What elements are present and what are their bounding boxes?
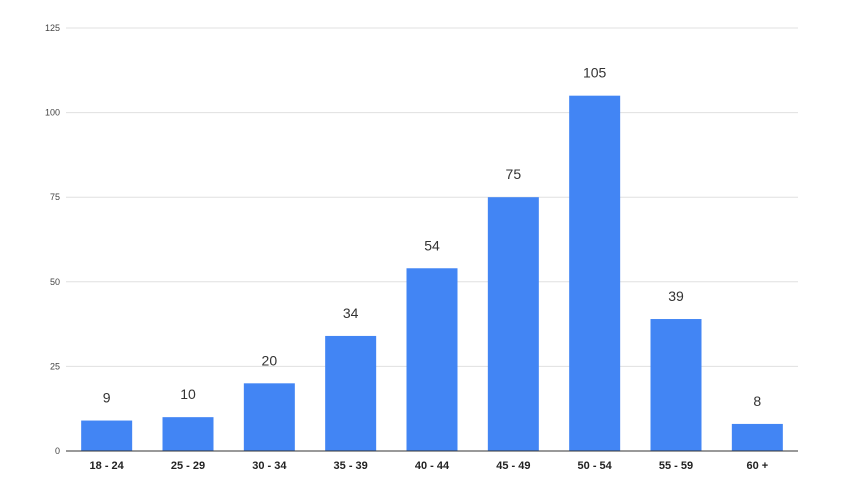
x-axis-ticks: 18 - 24 25 - 29 30 - 34 35 - 39 40 - 44 45 - … — [90, 460, 769, 472]
data-label: 10 — [180, 386, 196, 402]
data-label: 75 — [506, 166, 522, 182]
data-label: 20 — [262, 352, 278, 368]
bar — [406, 268, 458, 451]
bar — [162, 417, 214, 451]
y-tick-label: 50 — [50, 277, 60, 287]
bar — [569, 95, 621, 452]
y-tick-label: 75 — [50, 192, 60, 202]
bar — [650, 319, 702, 451]
x-tick-label: 18 - 24 — [90, 460, 125, 472]
data-labels: 9 10 20 34 54 75 105 39 8 — [103, 65, 762, 409]
y-axis-ticks: 0 25 50 75 100 125 — [45, 23, 60, 456]
x-tick-label: 40 - 44 — [415, 460, 450, 472]
x-tick-label: 55 - 59 — [659, 460, 693, 472]
bar — [325, 335, 377, 451]
x-tick-label: 35 - 39 — [334, 460, 368, 472]
data-label: 54 — [424, 237, 440, 253]
x-tick-label: 45 - 49 — [496, 460, 530, 472]
data-label: 39 — [668, 288, 684, 304]
data-label: 8 — [753, 393, 761, 409]
bar — [243, 383, 295, 451]
x-tick-label: 60 + — [746, 460, 768, 472]
y-tick-label: 25 — [50, 361, 60, 371]
x-tick-label: 25 - 29 — [171, 460, 205, 472]
bar — [487, 197, 539, 451]
x-tick-label: 50 - 54 — [578, 460, 613, 472]
bars — [81, 95, 783, 452]
data-label: 105 — [583, 65, 607, 81]
x-tick-label: 30 - 34 — [252, 460, 287, 472]
y-tick-label: 0 — [55, 446, 60, 456]
bar — [81, 420, 133, 451]
y-tick-label: 125 — [45, 23, 60, 33]
bar — [731, 423, 783, 451]
y-tick-label: 100 — [45, 108, 60, 118]
data-label: 9 — [103, 390, 111, 406]
data-label: 34 — [343, 305, 359, 321]
